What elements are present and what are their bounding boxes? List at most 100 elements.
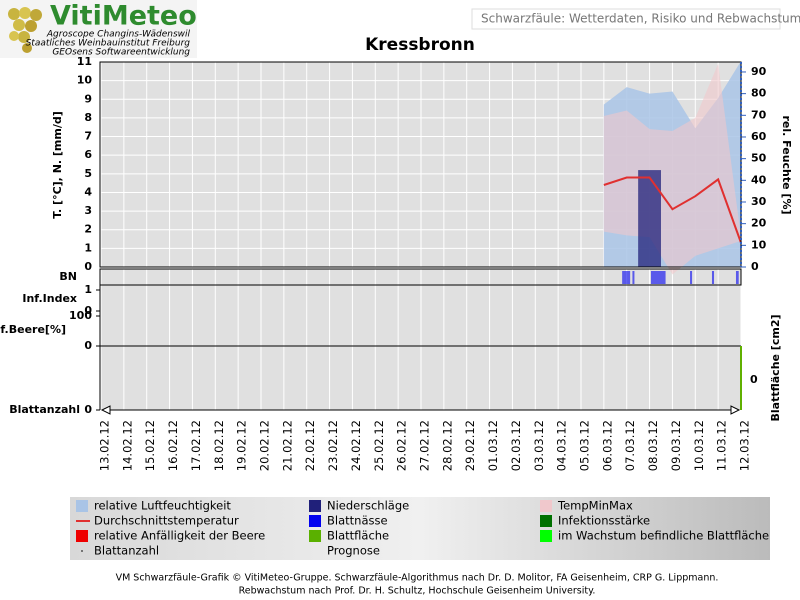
y-tick-label: 0 [84, 260, 92, 273]
legend-label: TempMinMax [557, 499, 633, 513]
legend-swatch [540, 500, 552, 512]
temp-band [603, 63, 741, 275]
legend-label: Blattanzahl [94, 544, 159, 558]
leaf-wetness [711, 271, 715, 284]
leaf-wetness [632, 271, 635, 284]
x-tick-label: 28.02.12 [440, 420, 454, 471]
panel-y2-tick-label: 0 [750, 373, 758, 386]
y-axis-label: T. [°C], N. [mm/d] [51, 111, 64, 219]
y-tick-label: 4 [84, 185, 92, 198]
x-tick-label: 24.02.12 [349, 420, 363, 471]
y2-tick-label: 40 [751, 173, 767, 186]
x-tick-label: 07.03.12 [623, 420, 637, 471]
leaf-wetness [735, 271, 739, 284]
x-tick-label: 12.03.12 [738, 420, 752, 471]
info-box [471, 8, 781, 30]
panel-label: Inf.Index [22, 292, 77, 305]
plot-frame [99, 61, 742, 268]
y2-tick-label: 10 [751, 238, 767, 251]
grapes [8, 7, 42, 53]
leaf-wetness [622, 271, 631, 284]
bn-frame [99, 268, 742, 286]
x-tick-label: 27.02.12 [418, 420, 432, 471]
x-tick-label: 20.02.12 [258, 420, 272, 471]
legend-label: im Wachstum befindliche Blattfläche [558, 529, 769, 543]
credit: Staatliches Weinbauinstitut Freiburg [26, 39, 191, 49]
x-tick-label: 18.02.12 [212, 420, 226, 471]
temp-line [603, 176, 742, 244]
legend-swatch [540, 515, 552, 527]
legend-label: Blattfläche [327, 529, 389, 543]
credit: GEOsens Softwareentwicklung [52, 48, 190, 58]
logo: VitiMeteo [50, 1, 197, 32]
y-tick-label: 10 [77, 74, 93, 87]
x-tick-label: 23.02.12 [326, 420, 340, 471]
x-tick-label: 14.02.12 [120, 420, 134, 471]
x-tick-label: 17.02.12 [189, 420, 203, 471]
y-tick-label: 3 [84, 204, 92, 217]
x-tick-label: 05.03.12 [578, 420, 592, 471]
y-tick-label: 5 [84, 167, 92, 180]
credit: Agroscope Changins-Wädenswil [46, 30, 191, 40]
y2-tick-label: 70 [751, 108, 767, 121]
legend-swatch [309, 515, 321, 527]
x-tick-label: 06.03.12 [600, 420, 614, 471]
y2-tick-label: 90 [751, 65, 767, 78]
panel-label: BN [59, 270, 77, 283]
legend-label: Blattnässe [327, 514, 388, 528]
legend-swatch [309, 500, 321, 512]
x-tick-label: 25.02.12 [372, 420, 386, 471]
panel-label: Anf.Beere[%] [0, 323, 66, 336]
legend-label: Niederschläge [327, 499, 409, 513]
x-tick-label: 29.02.12 [463, 420, 477, 471]
x-tick-label: 15.02.12 [143, 420, 157, 471]
info: Schwarzfäule: Wetterdaten, Risiko und Re… [481, 12, 800, 26]
y-tick-label: 9 [84, 92, 92, 105]
legend-label: relative Anfälligkeit der Beere [94, 529, 265, 543]
x-tick-label: 13.02.12 [98, 420, 112, 471]
x-tick-label: 02.03.12 [509, 420, 523, 471]
x-tick-label: 16.02.12 [166, 420, 180, 471]
y2-tick-label: 20 [751, 217, 767, 230]
leaf-wetness [650, 271, 666, 284]
y2-axis-label: rel. Feuchte [%] [780, 116, 793, 215]
x-tick-label: 19.02.12 [235, 420, 249, 471]
y2-tick-label: 0 [751, 260, 759, 273]
x-tick-label: 04.03.12 [555, 420, 569, 471]
panel-tick-label: 100 [69, 309, 92, 322]
chart-title: Kressbronn [365, 35, 475, 55]
bar [638, 170, 661, 267]
y2-tick-label: 80 [751, 87, 767, 100]
legend-swatch [76, 530, 88, 542]
x-tick-label: 10.03.12 [692, 420, 706, 471]
legend-swatch [540, 530, 552, 542]
legend-swatch [309, 530, 321, 542]
x-tick-label: 22.02.12 [303, 420, 317, 471]
legend-label: Infektionsstärke [558, 514, 650, 528]
x-tick-label: 03.03.12 [532, 420, 546, 471]
y-tick-label: 6 [84, 148, 92, 161]
y-tick-label: 7 [84, 130, 92, 143]
panel-tick-label: 0 [84, 339, 92, 352]
legend-box [70, 497, 770, 560]
panel-label: Blattanzahl [9, 403, 80, 416]
legend-note: Prognose [327, 544, 380, 558]
x-tick-label: 21.02.12 [280, 420, 294, 471]
x-tick-label: 01.03.12 [486, 420, 500, 471]
panel-tick-label: 0 [84, 304, 92, 317]
footer: VM Schwarzfäule-Grafik © VitiMeteo-Grupp… [116, 573, 719, 584]
x-tick-label: 09.03.12 [669, 420, 683, 471]
legend-swatch [76, 500, 88, 512]
y-tick-label: 2 [84, 223, 92, 236]
y2-tick-label: 50 [751, 152, 767, 165]
y2-tick-label: 30 [751, 195, 767, 208]
y-tick-label: 8 [84, 111, 92, 124]
y-tick-label: 1 [84, 241, 92, 254]
panel-tick-label: 1 [84, 283, 92, 296]
x-tick-label: 26.02.12 [395, 420, 409, 471]
legend-label: Durchschnittstemperatur [94, 514, 239, 528]
legend-label: relative Luftfeuchtigkeit [94, 499, 231, 513]
footer: Rebwachstum nach Prof. Dr. H. Schultz, H… [239, 586, 596, 597]
x-tick-label: 11.03.12 [715, 420, 729, 471]
